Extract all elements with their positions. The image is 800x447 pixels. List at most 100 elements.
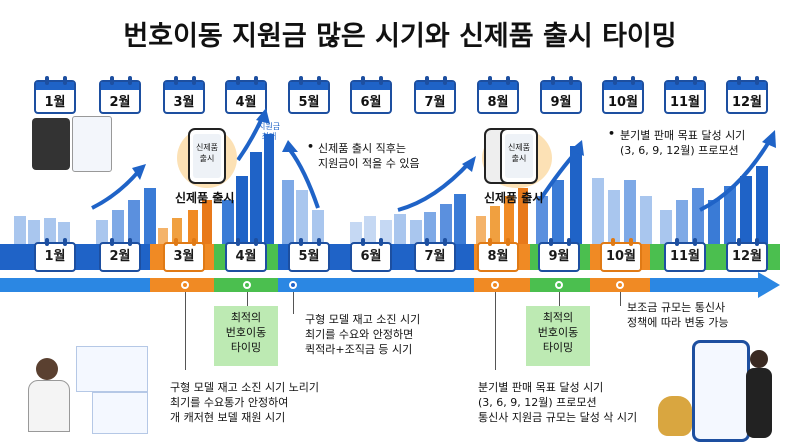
calendar-ring: [737, 238, 741, 246]
calendar-header: [165, 82, 203, 90]
decorative-bar: [570, 146, 582, 244]
new-release-caption: 신제품 출시: [484, 191, 544, 205]
calendar-ring: [317, 238, 321, 246]
peak-label: 지원금 최대: [258, 122, 281, 141]
decorative-bar: [724, 186, 736, 244]
decorative-bar: [692, 188, 704, 244]
decorative-bar: [756, 166, 768, 244]
calendar-header: [352, 82, 390, 90]
decorative-bar: [144, 188, 156, 244]
timeline-seg-aug: [474, 278, 530, 292]
calendar-ring: [63, 238, 67, 246]
calendar-header: [227, 82, 265, 90]
calendar-icon: 3월: [163, 76, 205, 114]
decorative-bar: [158, 228, 168, 244]
page-title: 번호이동 지원금 많은 시기와 신제품 출시 타이밍: [123, 21, 677, 52]
person-icon: [750, 350, 768, 368]
decorative-bar: [490, 206, 500, 244]
decorative-bar: [592, 178, 604, 244]
calendar-icon: 8월: [477, 76, 519, 114]
new-release-caption: 신제품 출시: [175, 191, 235, 205]
decorative-bar: [282, 180, 294, 244]
calendar-ring: [755, 76, 759, 85]
calendar-ring: [379, 76, 383, 85]
calendar-ring: [45, 238, 49, 246]
calendar-header: [479, 82, 517, 90]
calendar-ring: [63, 76, 67, 85]
money-bag-icon: [658, 396, 692, 436]
calendar-icon: 6월: [350, 76, 392, 114]
decorative-bar: [504, 196, 514, 244]
calendar-ring: [613, 76, 617, 85]
connector-may: [293, 292, 294, 314]
calendar-ring: [569, 76, 573, 85]
calendar-ring: [45, 76, 49, 85]
note-oct-top: 분기별 판매 목표 달성 시기 (3, 6, 9, 12월) 프로모션: [620, 129, 746, 157]
timeline-dot-mar: [181, 281, 189, 289]
connector-aug: [495, 292, 496, 370]
bullet-dot: •: [608, 127, 616, 140]
calendar-ring: [549, 238, 553, 246]
decorative-bar: [236, 176, 248, 244]
decorative-bar: [410, 220, 422, 244]
calendar-ring: [174, 76, 178, 85]
decorative-bar: [350, 222, 362, 244]
calendar-ring: [425, 238, 429, 246]
calendar-month-label: 2월: [109, 95, 131, 110]
calendar-ring: [488, 238, 492, 246]
calendar-ring: [425, 76, 429, 85]
trend-arrow-sep: [538, 148, 580, 202]
calendar-header: [101, 82, 139, 90]
shopper-illustration: [648, 336, 798, 444]
calendar-month-label: 5월: [298, 95, 320, 110]
arrowhead-may: [282, 140, 298, 152]
calendar-icon: 12월: [726, 76, 768, 114]
calendar-ring: [317, 76, 321, 85]
decorative-bar: [112, 210, 124, 244]
decorative-bar: [676, 200, 688, 244]
connector-sep: [559, 292, 560, 306]
band-month-label: 5월: [288, 238, 330, 272]
smartphone-icon: [692, 340, 750, 442]
calendar-ring: [236, 238, 240, 246]
calendar-ring: [443, 238, 447, 246]
calendar-ring: [236, 76, 240, 85]
calendar-header: [666, 82, 704, 90]
band-month-label: 12월: [726, 238, 768, 272]
calendar-icon: 10월: [602, 76, 644, 114]
band-month-label: 6월: [350, 238, 392, 272]
calendar-ring: [611, 238, 615, 246]
calendar-ring: [488, 76, 492, 85]
note-may-top: 신제품 출시 직후는 지원금이 적을 수 있음: [318, 142, 420, 170]
decorative-bar: [380, 220, 392, 244]
calendar-ring: [254, 238, 258, 246]
note-may-bottom: 구형 모델 재고 소진 시기 최기를 수요와 안정하면 퀵적라+조직금 등 시기: [305, 313, 421, 356]
calendar-ring: [631, 76, 635, 85]
trend-arrow-dec: [699, 138, 772, 212]
note-mar-bottom: 구형 모델 재고 소진 시기 노리기 최기를 수요통가 안정하여 개 캐저현 보…: [170, 381, 320, 424]
phone-screen-text: 신제품 출시: [505, 134, 533, 178]
band-month-label: 8월: [477, 238, 519, 272]
calendar-ring: [567, 238, 571, 246]
decorative-bar: [202, 200, 212, 244]
arrowhead-dec: [762, 130, 776, 148]
calendar-ring: [693, 76, 697, 85]
calendar-ring: [110, 76, 114, 85]
person-icon: [36, 358, 58, 380]
calendar-icon: 5월: [288, 76, 330, 114]
person-body-icon: [28, 380, 70, 432]
analyst-illustration: [16, 340, 156, 440]
timeline-dot-oct: [616, 281, 624, 289]
decorative-bar: [364, 216, 376, 244]
decorative-bar: [536, 196, 548, 244]
trend-arrow-apr: [236, 117, 264, 162]
tablet-icon: [32, 118, 70, 170]
calendar-icon: 4월: [225, 76, 267, 114]
connector-apr: [247, 292, 248, 306]
timeline-dot-may: [289, 281, 297, 289]
calendar-ring: [361, 238, 365, 246]
decorative-bar: [518, 188, 528, 244]
band-month-label: 4월: [225, 238, 267, 272]
decorative-bar: [424, 212, 436, 244]
